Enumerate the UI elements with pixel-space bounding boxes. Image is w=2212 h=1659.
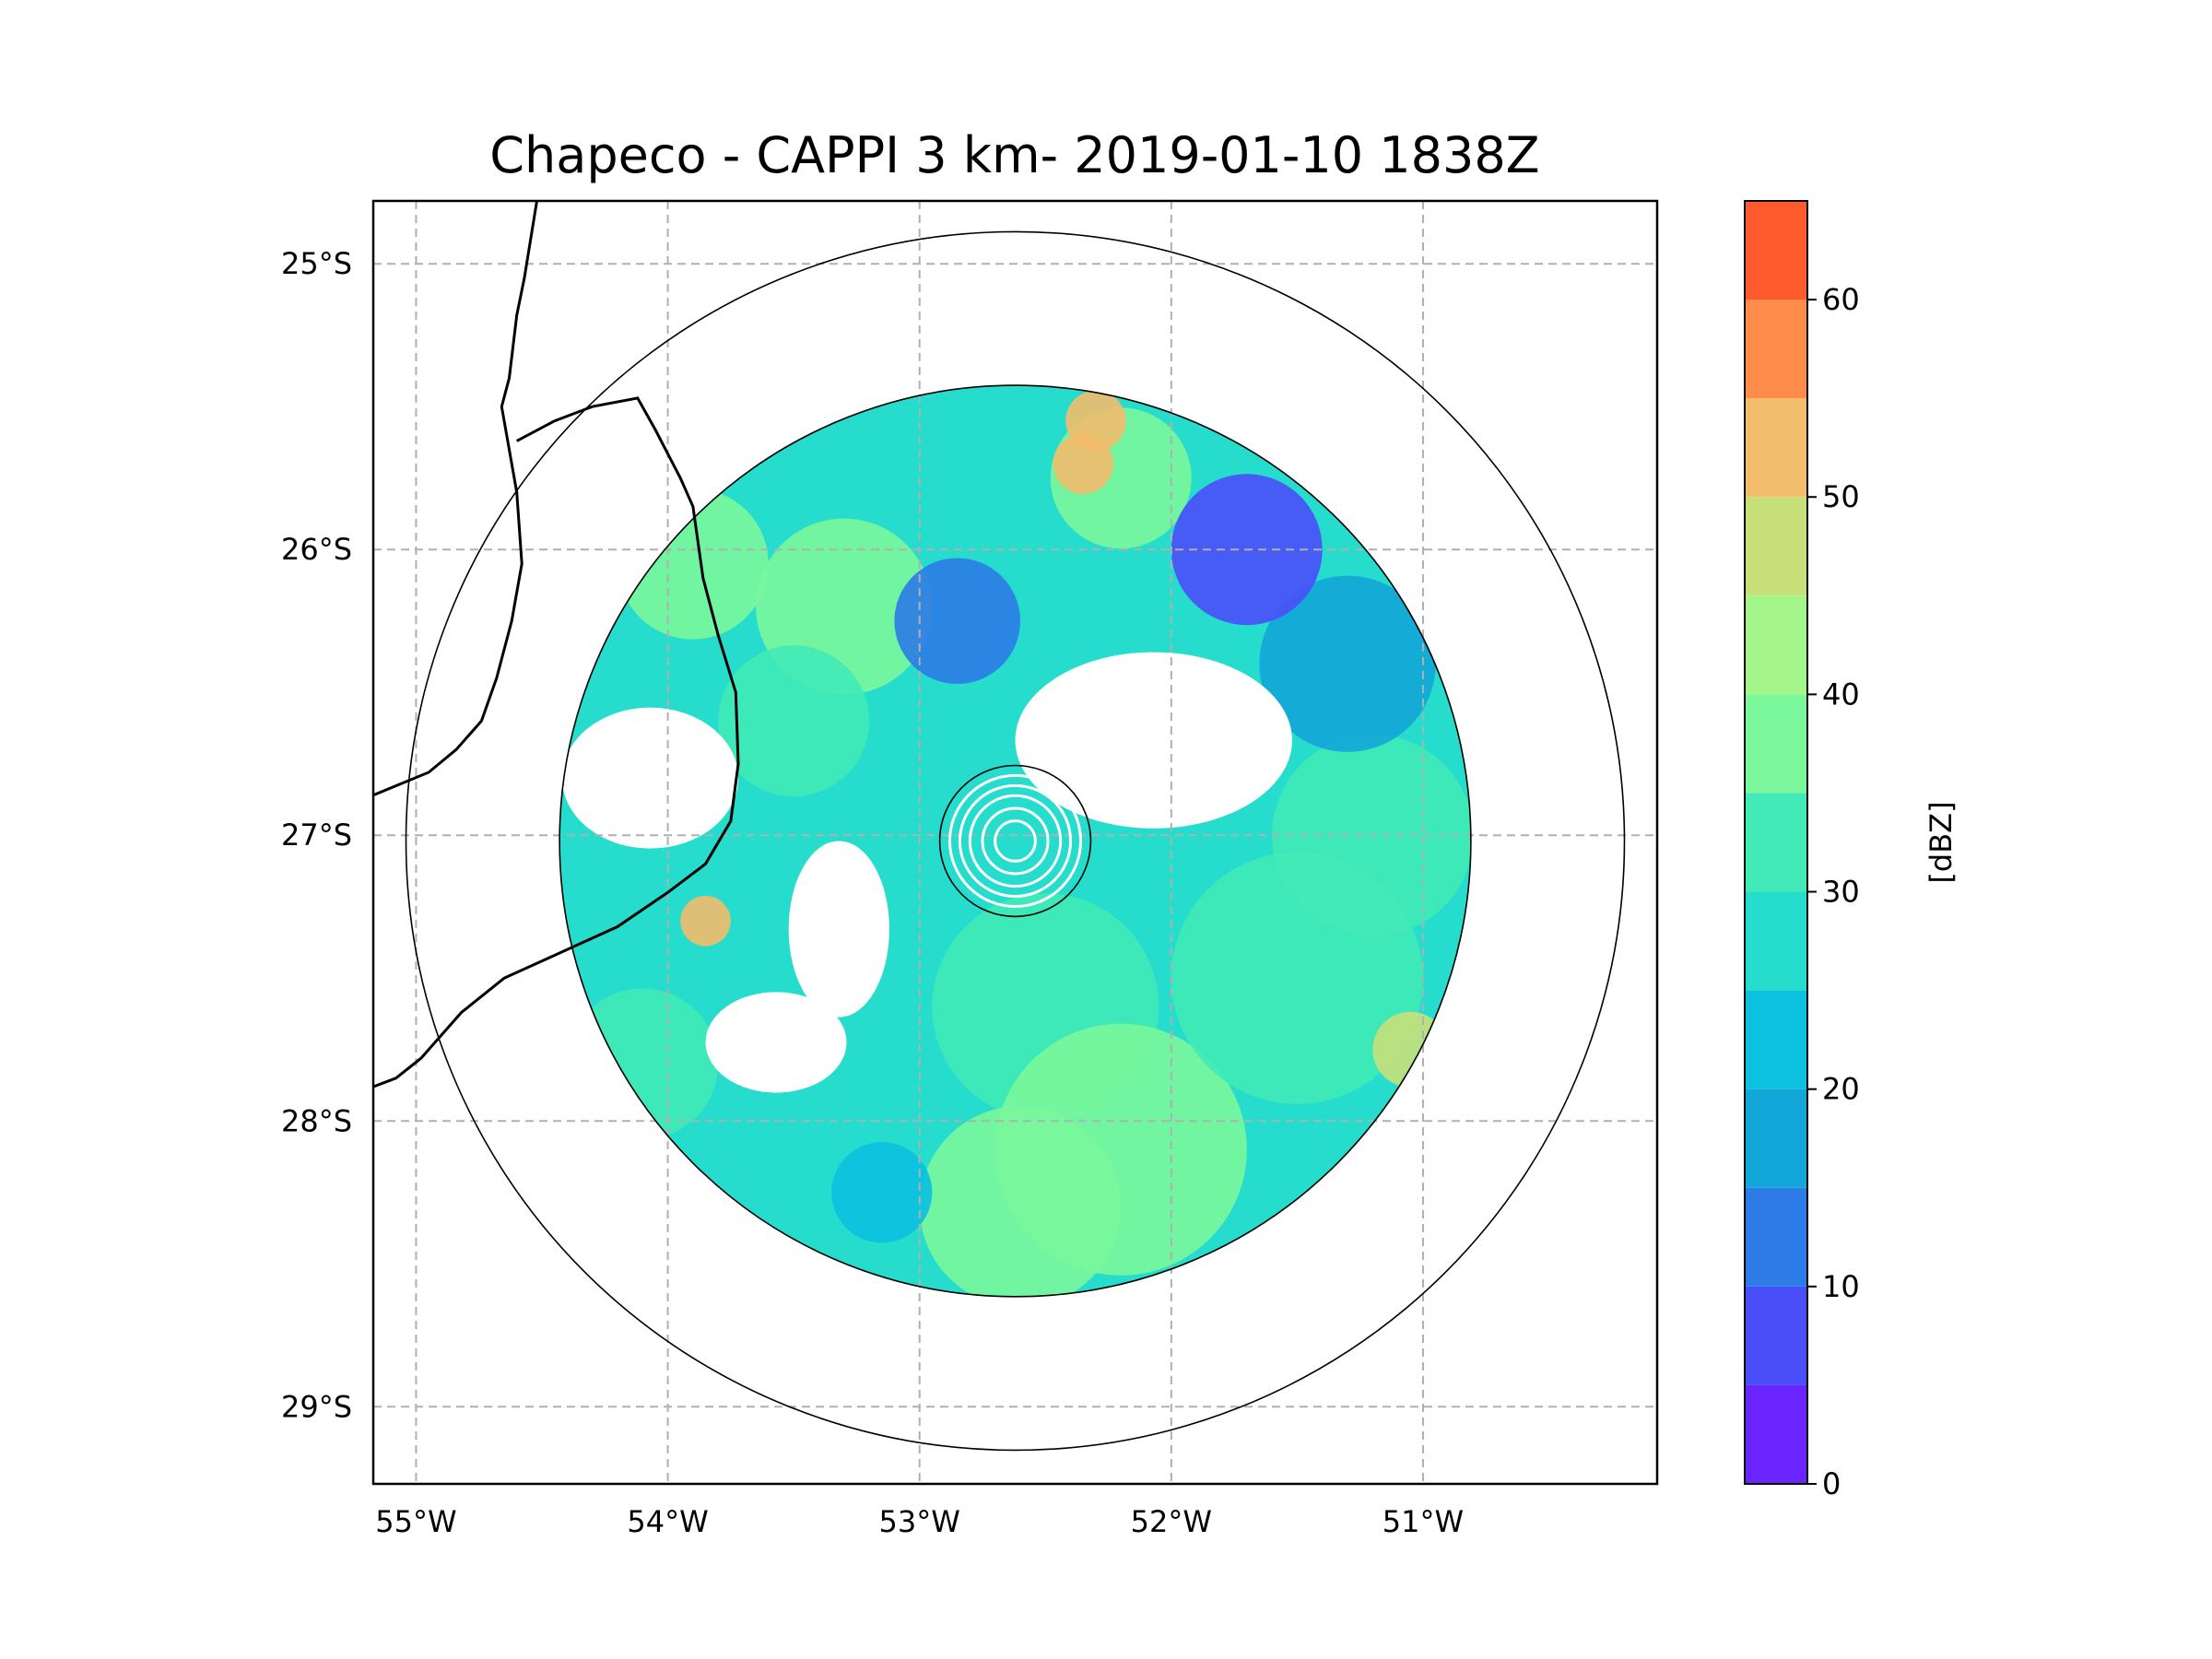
reflectivity-cell xyxy=(718,645,870,797)
lat-tick-label: 25°S xyxy=(281,246,352,281)
colorbar-segment xyxy=(1745,300,1807,399)
colorbar-label: [dBZ] xyxy=(1924,801,1959,883)
state-border xyxy=(373,396,740,1088)
range-rings xyxy=(405,230,1626,1452)
no-echo-area xyxy=(705,992,847,1093)
lat-tick-label: 26°S xyxy=(281,532,352,567)
reflectivity-cell xyxy=(919,1106,1122,1297)
colorbar-tick-label: 40 xyxy=(1822,677,1860,712)
chart-title: Chapeco - CAPPI 3 km- 2019-01-10 1838Z xyxy=(489,126,1539,184)
colorbar-tick-label: 10 xyxy=(1822,1269,1860,1304)
radar-center-ring xyxy=(968,794,1063,888)
country-border xyxy=(373,201,538,797)
lon-tick-label: 55°W xyxy=(375,1504,456,1539)
colorbar-segment xyxy=(1745,1286,1807,1385)
lat-tick-label: 28°S xyxy=(281,1103,352,1138)
colorbar-segment xyxy=(1745,891,1807,991)
latitude-tick-labels: 25°S 26°S 27°S 28°S 29°S xyxy=(281,246,352,1424)
reflectivity-cell xyxy=(1259,575,1436,752)
no-echo-area xyxy=(788,841,889,1018)
lon-tick-label: 51°W xyxy=(1382,1504,1464,1539)
no-echo-area xyxy=(561,707,739,849)
colorbar-tick-label: 20 xyxy=(1822,1072,1860,1107)
colorbar-segment xyxy=(1745,1384,1807,1484)
colorbar-segment xyxy=(1745,793,1807,892)
colorbar-segment xyxy=(1745,201,1807,300)
colorbar-tick-label: 60 xyxy=(1822,282,1860,317)
map-frame xyxy=(371,199,1659,1486)
lat-tick-label: 29°S xyxy=(281,1389,352,1424)
reflectivity-layer xyxy=(559,385,1471,1297)
colorbar-segment xyxy=(1745,1088,1807,1188)
lat-tick-label: 27°S xyxy=(281,818,352,853)
reflectivity-cell xyxy=(680,895,731,947)
longitude-tick-labels: 55°W 54°W 53°W 52°W 51°W xyxy=(375,1504,1464,1539)
radar-center-ring xyxy=(981,806,1050,876)
reflectivity-cell xyxy=(1053,433,1114,494)
radar-center-ring xyxy=(947,773,1083,908)
lon-tick-label: 52°W xyxy=(1131,1504,1212,1539)
colorbar-segment xyxy=(1745,694,1807,794)
reflectivity-cell xyxy=(894,558,1020,685)
lon-tick-label: 53°W xyxy=(879,1504,960,1539)
no-echo-area xyxy=(1015,652,1292,829)
colorbar-segment xyxy=(1745,595,1807,695)
range-ring xyxy=(559,384,1472,1298)
gridlines xyxy=(373,201,1657,1484)
reflectivity-cell xyxy=(831,1142,933,1243)
colorbar-segment xyxy=(1745,990,1807,1089)
colorbar-segment xyxy=(1745,497,1807,596)
colorbar: 0 10 20 30 40 50 60 xyxy=(1744,200,1860,1501)
political-borders xyxy=(373,201,740,1088)
lon-tick-label: 54°W xyxy=(627,1504,708,1539)
map-area xyxy=(373,201,1657,1484)
colorbar-segment xyxy=(1745,1187,1807,1287)
colorbar-tick-label: 0 xyxy=(1822,1466,1841,1501)
colorbar-frame xyxy=(1744,200,1808,1485)
radar-center-ring xyxy=(994,819,1037,863)
radar-center-ring xyxy=(958,783,1073,899)
range-ring xyxy=(938,764,1092,918)
colorbar-tick-label: 50 xyxy=(1822,479,1860,514)
colorbar-segment xyxy=(1745,398,1807,498)
range-ring xyxy=(405,230,1626,1452)
colorbar-tick-label: 30 xyxy=(1822,875,1860,910)
